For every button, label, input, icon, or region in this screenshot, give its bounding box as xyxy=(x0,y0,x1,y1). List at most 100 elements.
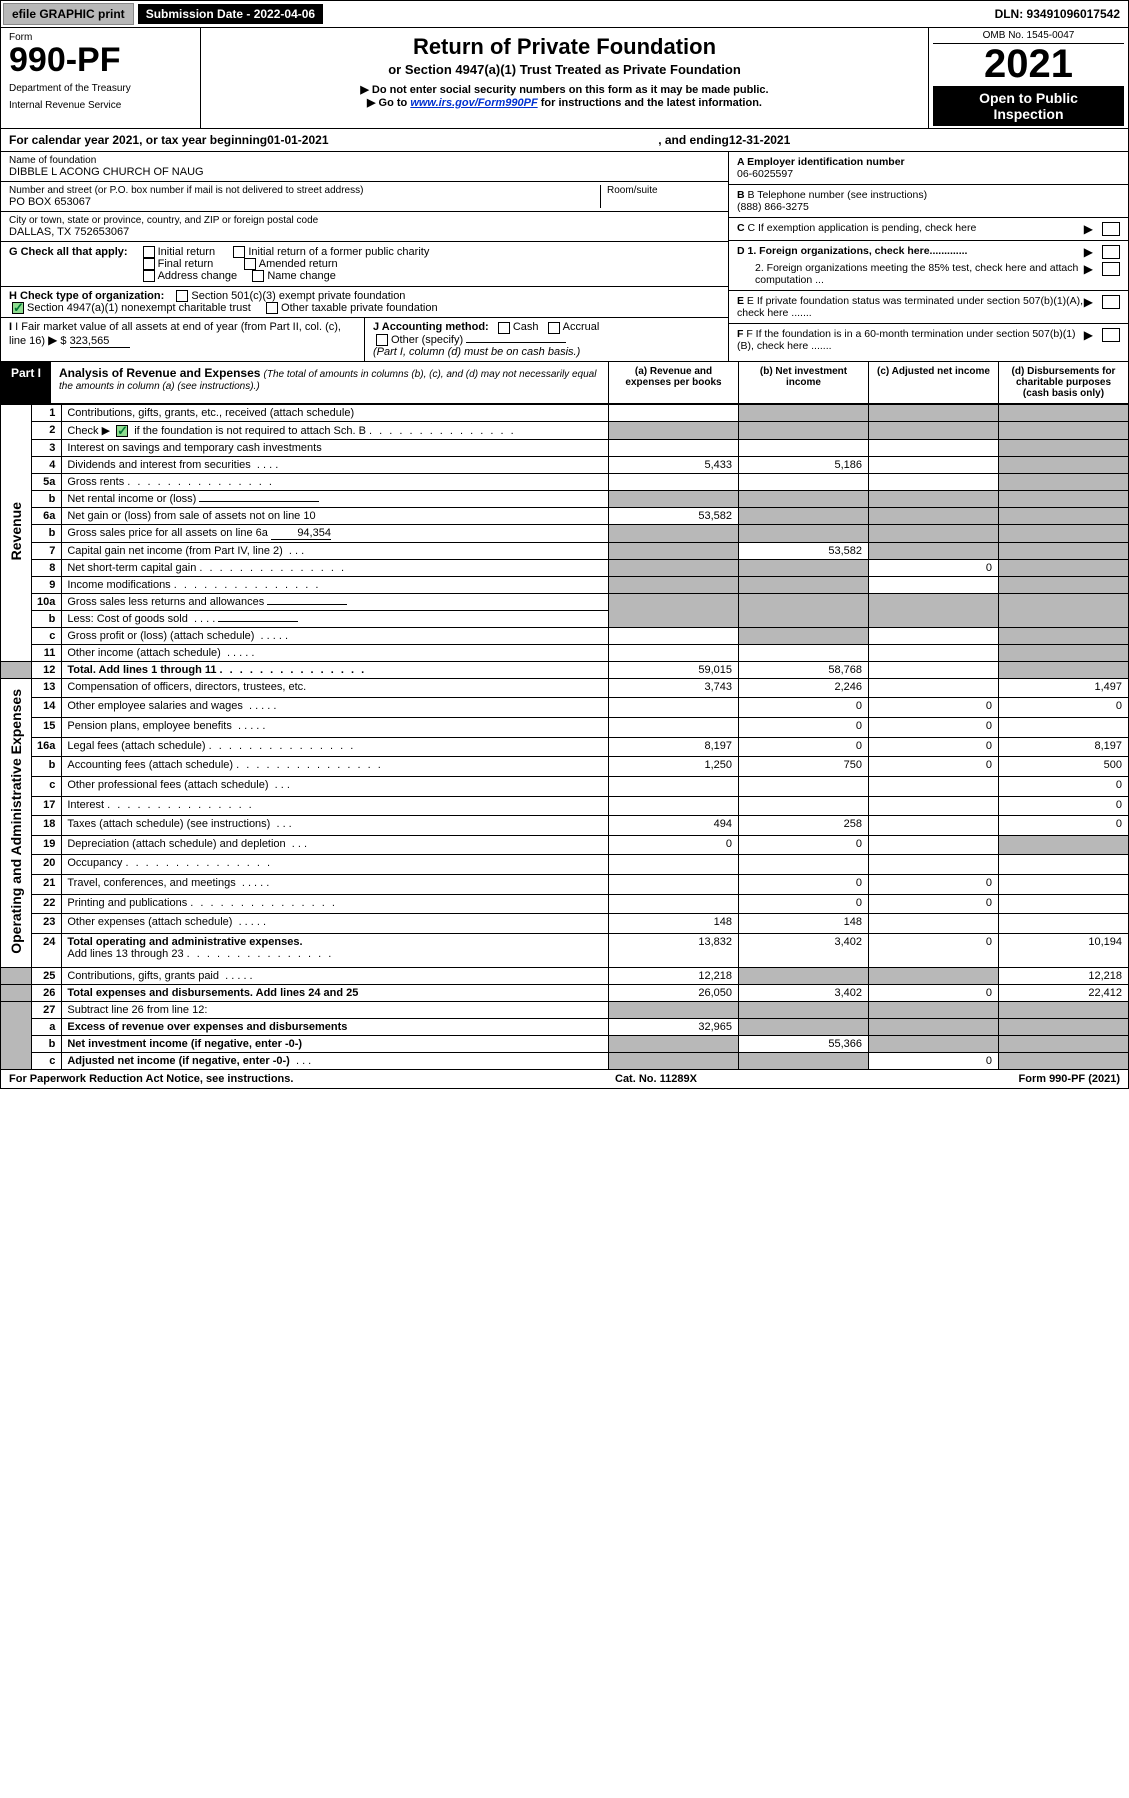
city-cell: City or town, state or province, country… xyxy=(1,212,728,242)
table-row: 8Net short-term capital gain 0 xyxy=(1,559,1129,576)
table-row: 22Printing and publications 00 xyxy=(1,894,1129,914)
part1-title-cell: Analysis of Revenue and Expenses (The to… xyxy=(51,362,608,403)
i-label: I Fair market value of all assets at end… xyxy=(9,321,341,347)
header-right: OMB No. 1545-0047 2021 Open to PublicIns… xyxy=(928,28,1128,128)
col-a-head: (a) Revenue and expenses per books xyxy=(608,362,738,403)
foundation-name: DIBBLE L ACONG CHURCH OF NAUG xyxy=(9,166,720,178)
table-row: 7Capital gain net income (from Part IV, … xyxy=(1,542,1129,559)
form-header: Form 990-PF Department of the Treasury I… xyxy=(0,28,1129,129)
part1-header-row: Part I Analysis of Revenue and Expenses … xyxy=(0,362,1129,404)
revenue-side-label: Revenue xyxy=(1,404,32,661)
cal-mid: , and ending xyxy=(658,133,729,147)
d1-label: D 1. Foreign organizations, check here..… xyxy=(737,245,967,257)
j-note: (Part I, column (d) must be on cash basi… xyxy=(373,346,580,358)
table-row: 14Other employee salaries and wages . . … xyxy=(1,698,1129,718)
submission-date: Submission Date - 2022-04-06 xyxy=(138,4,323,24)
chk-c[interactable] xyxy=(1102,222,1120,236)
i-value: 323,565 xyxy=(70,335,130,348)
a-ein-row: A Employer identification number 06-6025… xyxy=(729,152,1128,185)
table-row: Operating and Administrative Expenses 13… xyxy=(1,678,1129,698)
ij-row: I I Fair market value of all assets at e… xyxy=(1,318,728,360)
chk-initial-return[interactable] xyxy=(143,246,155,258)
calendar-year-row: For calendar year 2021, or tax year begi… xyxy=(0,129,1129,152)
table-row: 16aLegal fees (attach schedule) 8,197008… xyxy=(1,737,1129,757)
opt-other-taxable: Other taxable private foundation xyxy=(281,302,438,314)
a-value: 06-6025597 xyxy=(737,168,793,180)
city-label: City or town, state or province, country… xyxy=(9,215,720,226)
form-subtitle: or Section 4947(a)(1) Trust Treated as P… xyxy=(213,62,916,77)
chk-other-taxable[interactable] xyxy=(266,302,278,314)
g-check-row: G Check all that apply: Initial return I… xyxy=(1,242,728,287)
footer-left: For Paperwork Reduction Act Notice, see … xyxy=(9,1073,293,1085)
chk-d1[interactable] xyxy=(1102,245,1120,259)
h-label: H Check type of organization: xyxy=(9,290,164,302)
footer-right: Form 990-PF (2021) xyxy=(1019,1073,1121,1085)
irs-link[interactable]: www.irs.gov/Form990PF xyxy=(410,97,537,109)
table-row: bNet investment income (if negative, ent… xyxy=(1,1035,1129,1052)
chk-501c3[interactable] xyxy=(176,290,188,302)
table-row: bAccounting fees (attach schedule) 1,250… xyxy=(1,757,1129,777)
table-row: 23Other expenses (attach schedule) . . .… xyxy=(1,914,1129,934)
cal-end: 12-31-2021 xyxy=(729,133,790,147)
efile-print-button[interactable]: efile GRAPHIC print xyxy=(3,3,134,25)
chk-schB[interactable] xyxy=(116,425,128,437)
chk-name-change[interactable] xyxy=(252,270,264,282)
dept-irs: Internal Revenue Service xyxy=(9,100,192,111)
e-terminated-row: E E If private foundation status was ter… xyxy=(729,291,1128,324)
expenses-side-label: Operating and Administrative Expenses xyxy=(1,678,32,967)
table-row: 5aGross rents xyxy=(1,473,1129,490)
table-row: bGross sales price for all assets on lin… xyxy=(1,524,1129,542)
d-foreign-row: D 1. Foreign organizations, check here..… xyxy=(729,241,1128,291)
opt-namechg: Name change xyxy=(267,270,336,282)
instructions-line: ▶ Go to www.irs.gov/Form990PF for instru… xyxy=(213,96,916,109)
chk-other-method[interactable] xyxy=(376,334,388,346)
c-label: C If exemption application is pending, c… xyxy=(748,222,977,234)
table-row: 6aNet gain or (loss) from sale of assets… xyxy=(1,507,1129,524)
d2-label: 2. Foreign organizations meeting the 85%… xyxy=(755,262,1078,286)
part1-tag: Part I xyxy=(1,362,51,403)
table-row: 11Other income (attach schedule) . . . .… xyxy=(1,644,1129,661)
dln-label: DLN: 93491096017542 xyxy=(995,7,1126,21)
b-value: (888) 866-3275 xyxy=(737,201,809,213)
opt-cash: Cash xyxy=(513,321,539,333)
chk-4947[interactable] xyxy=(12,302,24,314)
opt-initial: Initial return xyxy=(158,246,215,258)
table-row: 10aGross sales less returns and allowanc… xyxy=(1,593,1129,610)
table-row: 17Interest 0 xyxy=(1,796,1129,816)
b-label: B Telephone number (see instructions) xyxy=(748,189,928,201)
f-60month-row: F F If the foundation is in a 60-month t… xyxy=(729,324,1128,356)
form-number: 990-PF xyxy=(9,43,192,77)
g-label: G Check all that apply: xyxy=(9,246,128,258)
chk-accrual[interactable] xyxy=(548,322,560,334)
chk-addr-change[interactable] xyxy=(143,270,155,282)
chk-amended[interactable] xyxy=(244,258,256,270)
tax-year: 2021 xyxy=(933,44,1124,84)
chk-e[interactable] xyxy=(1102,295,1120,309)
line-desc: Check ▶ if the foundation is not require… xyxy=(62,421,609,439)
chk-initial-former[interactable] xyxy=(233,246,245,258)
table-row: 19Depreciation (attach schedule) and dep… xyxy=(1,835,1129,855)
line-num: 1 xyxy=(32,404,62,421)
c-exemption-row: C C If exemption application is pending,… xyxy=(729,218,1128,241)
chk-cash[interactable] xyxy=(498,322,510,334)
table-row: 15Pension plans, employee benefits . . .… xyxy=(1,718,1129,738)
table-row: cGross profit or (loss) (attach schedule… xyxy=(1,627,1129,644)
chk-final-return[interactable] xyxy=(143,258,155,270)
table-row: cOther professional fees (attach schedul… xyxy=(1,776,1129,796)
b-phone-row: B B Telephone number (see instructions) … xyxy=(729,185,1128,218)
cal-begin: 01-01-2021 xyxy=(267,133,328,147)
city-value: DALLAS, TX 752653067 xyxy=(9,226,720,238)
cal-pre: For calendar year 2021, or tax year begi… xyxy=(9,133,267,147)
goto-post: for instructions and the latest informat… xyxy=(538,97,762,109)
chk-f[interactable] xyxy=(1102,328,1120,342)
line-num: 2 xyxy=(32,421,62,439)
addr-value: PO BOX 653067 xyxy=(9,196,600,208)
top-bar: efile GRAPHIC print Submission Date - 20… xyxy=(0,0,1129,28)
col-c-head: (c) Adjusted net income xyxy=(868,362,998,403)
table-row: 2 Check ▶ if the foundation is not requi… xyxy=(1,421,1129,439)
opt-amended: Amended return xyxy=(259,258,338,270)
chk-d2[interactable] xyxy=(1102,262,1120,276)
address-cell: Number and street (or P.O. box number if… xyxy=(1,182,728,212)
table-row: Revenue 1 Contributions, gifts, grants, … xyxy=(1,404,1129,421)
footer-cat: Cat. No. 11289X xyxy=(615,1073,697,1085)
